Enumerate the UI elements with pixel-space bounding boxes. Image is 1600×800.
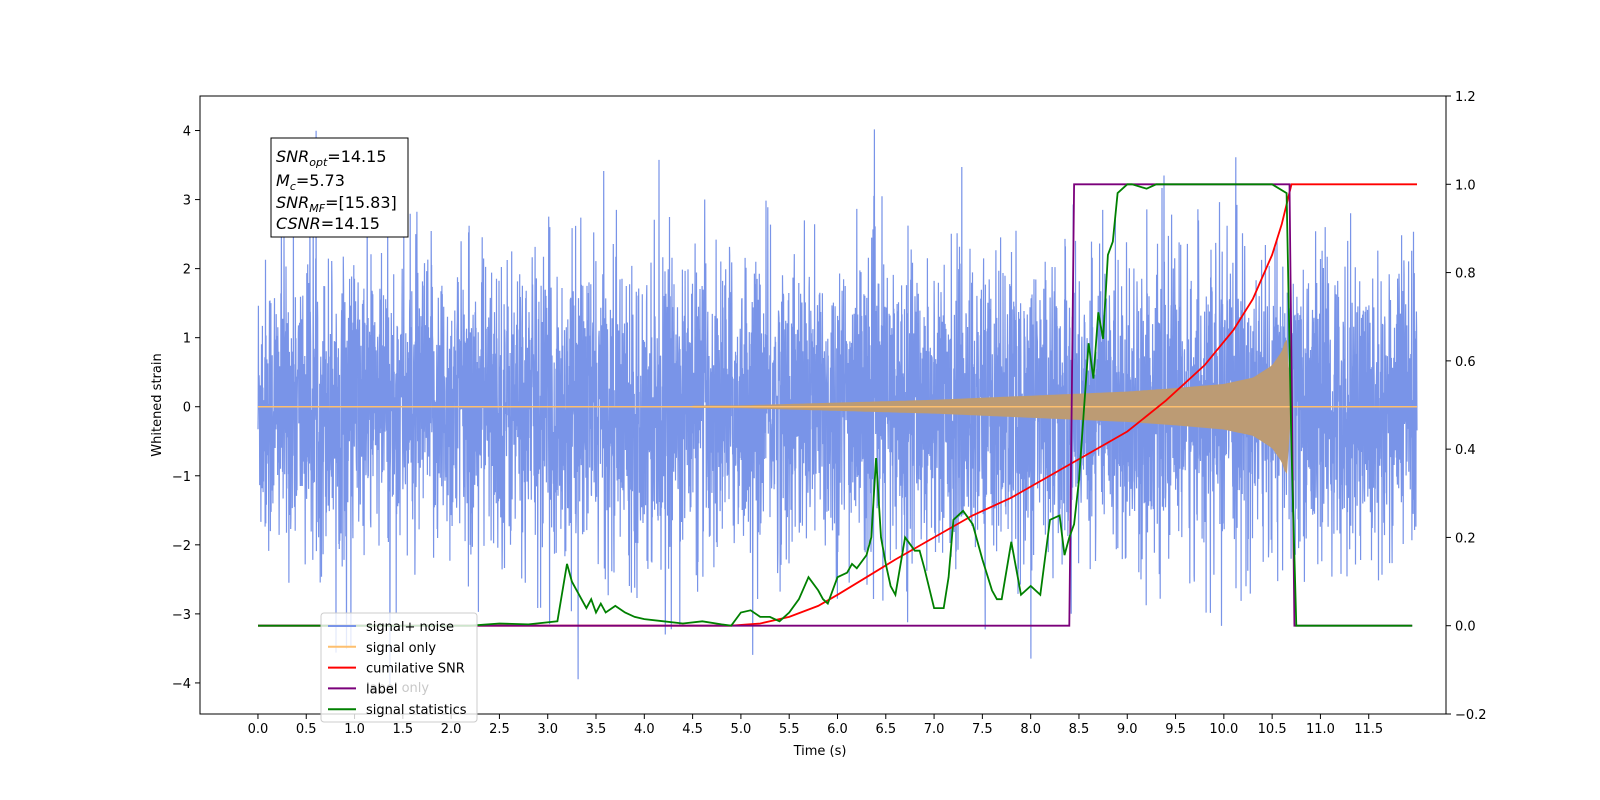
y2-tick-label: 0.2 — [1455, 531, 1476, 546]
snr-annotation-box: SNRopt=14.15 Mc=5.73 SNRMF=[15.83] CSNR=… — [270, 137, 409, 238]
annotation-snr-mf: SNRMF=[15.83] — [276, 193, 397, 215]
x-tick-label: 5.0 — [731, 722, 752, 737]
x-tick-label: 0.0 — [248, 722, 269, 737]
snr-opt-sub: opt — [309, 156, 328, 169]
mc-sub: c — [290, 180, 296, 193]
x-tick-label: 11.5 — [1354, 722, 1383, 737]
snr-mf-value: =[15.83] — [325, 193, 397, 212]
y-axis-ticks: 4 3 2 1 0 −1 −2 −3 −4 — [172, 125, 200, 692]
x-tick-label: 9.0 — [1117, 722, 1138, 737]
legend-label: signal+ noise — [366, 620, 454, 635]
snr-opt-main: SNR — [276, 147, 309, 166]
x-tick-label: 2.5 — [489, 722, 510, 737]
y-tick-label: −4 — [172, 677, 191, 692]
csnr-main: CSNR — [276, 214, 321, 233]
mc-value: =5.73 — [296, 171, 345, 190]
mc-main: M — [276, 171, 290, 190]
legend-label: cumilative SNR — [366, 662, 465, 677]
x-tick-label: 0.5 — [296, 722, 317, 737]
snr-mf-sub: MF — [309, 202, 325, 215]
legend-entries: signal+ noise signal only cumilative SNR la… — [328, 620, 467, 718]
annotation-csnr: CSNR=14.15 — [276, 214, 380, 233]
series-cumilative-snr — [258, 183, 1417, 627]
legend-hidden-entry: label only — [366, 681, 429, 696]
y-tick-label: 4 — [183, 125, 191, 140]
legend-label: signal only — [366, 641, 436, 656]
y2-tick-label: 1.0 — [1455, 178, 1476, 193]
x-tick-label: 4.5 — [682, 722, 703, 737]
x-tick-label: 10.5 — [1258, 722, 1287, 737]
y-tick-label: 3 — [183, 194, 191, 209]
x-tick-label: 11.0 — [1306, 722, 1335, 737]
legend: label only signal+ noise signal only cumil… — [320, 612, 478, 723]
x-axis-label: Time (s) — [793, 744, 847, 759]
x-tick-label: 1.5 — [392, 722, 413, 737]
x-tick-label: 8.5 — [1069, 722, 1090, 737]
x-tick-label: 10.0 — [1209, 722, 1238, 737]
y2-axis-ticks: 1.2 1.0 0.8 0.6 0.4 0.2 0.0 −0.2 — [1446, 90, 1487, 723]
plot-area — [257, 129, 1418, 687]
x-tick-label: 7.5 — [972, 722, 993, 737]
y2-tick-label: 0.0 — [1455, 620, 1476, 635]
legend-label: label — [366, 682, 397, 697]
y2-tick-label: 0.4 — [1455, 443, 1476, 458]
legend-label: signal statistics — [366, 703, 467, 718]
x-tick-label: 3.0 — [537, 722, 558, 737]
x-tick-label: 6.5 — [875, 722, 896, 737]
legend-frame — [320, 612, 478, 723]
x-tick-label: 4.0 — [634, 722, 655, 737]
x-tick-label: 9.5 — [1165, 722, 1186, 737]
y-tick-label: −2 — [172, 539, 191, 554]
y-tick-label: 2 — [183, 263, 191, 278]
y-tick-label: −3 — [172, 608, 191, 623]
x-tick-label: 1.0 — [344, 722, 365, 737]
x-tick-label: 7.0 — [924, 722, 945, 737]
x-tick-label: 2.0 — [441, 722, 462, 737]
y2-tick-label: −0.2 — [1455, 708, 1487, 723]
y-axis-label: Whitened strain — [150, 353, 165, 456]
annotation-snr-opt: SNRopt=14.15 — [276, 147, 387, 169]
csnr-value: =14.15 — [321, 214, 380, 233]
snr-opt-value: =14.15 — [327, 147, 386, 166]
x-tick-label: 6.0 — [827, 722, 848, 737]
y2-tick-label: 1.2 — [1455, 90, 1476, 105]
y2-tick-label: 0.8 — [1455, 267, 1476, 282]
x-axis-ticks: 0.0 0.5 1.0 1.5 2.0 2.5 3.0 3.5 4.0 4.5 5.0 5.5 6.0 6… — [248, 714, 1383, 737]
x-tick-label: 8.0 — [1020, 722, 1041, 737]
x-tick-label: 3.5 — [586, 722, 607, 737]
y2-tick-label: 0.6 — [1455, 355, 1476, 370]
series-signal-statistics — [258, 183, 1413, 627]
x-tick-label: 5.5 — [779, 722, 800, 737]
snr-mf-main: SNR — [276, 193, 309, 212]
y-tick-label: 0 — [183, 401, 191, 416]
y-tick-label: −1 — [172, 470, 191, 485]
annotation-mc: Mc=5.73 — [276, 171, 345, 193]
axes-frame — [199, 95, 1447, 715]
y-tick-label: 1 — [183, 332, 191, 347]
annotation-frame — [270, 137, 409, 238]
